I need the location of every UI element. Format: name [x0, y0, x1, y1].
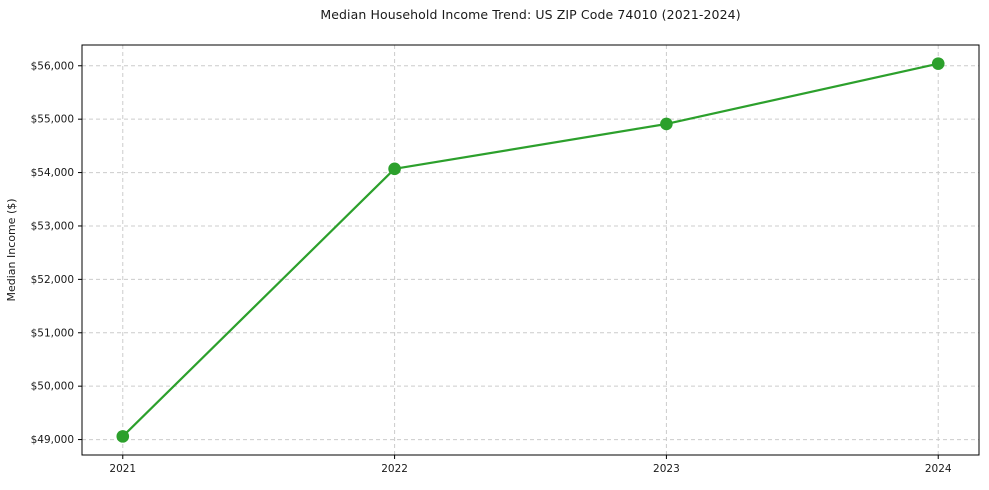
y-tick-label: $54,000	[31, 167, 74, 179]
data-point-2023	[660, 117, 673, 131]
y-tick-label: $56,000	[31, 60, 74, 72]
data-point-2021	[116, 430, 130, 443]
chart-title: Median Household Income Trend: US ZIP Co…	[320, 7, 741, 22]
y-tick-label: $49,000	[31, 434, 74, 446]
plot-border	[81, 44, 980, 456]
data-point-2024	[931, 57, 945, 70]
x-tick-label: 2021	[109, 463, 136, 475]
y-tick-label: $52,000	[31, 274, 74, 286]
income-line-series	[121, 62, 940, 438]
y-tick-label: $53,000	[31, 220, 74, 232]
y-tick-label: $50,000	[31, 381, 74, 393]
y-axis-label: Median Income ($)	[5, 198, 18, 301]
y-tick-label: $55,000	[31, 114, 74, 126]
plot-area: $49,000 $50,000 $51,000 $52,000 $53,000 $54,0…	[31, 44, 980, 475]
data-point-2022	[388, 162, 401, 176]
x-tick-label: 2024	[925, 463, 952, 475]
x-tick-label: 2023	[653, 463, 680, 475]
y-tick-label: $51,000	[31, 327, 74, 339]
x-tick-label: 2022	[381, 463, 408, 475]
